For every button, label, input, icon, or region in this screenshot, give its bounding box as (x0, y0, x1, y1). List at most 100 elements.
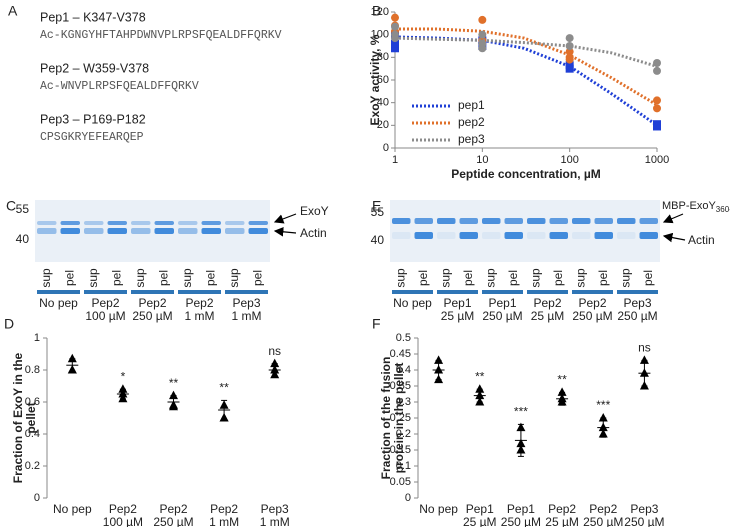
x-tick-label: 100 (560, 154, 578, 166)
gel-band (549, 232, 568, 239)
group-bar (392, 290, 433, 294)
significance-label: *** (596, 398, 610, 412)
gel-band (248, 221, 268, 225)
gel-band (392, 218, 411, 224)
gel-band (131, 221, 151, 225)
band-label: MBP-ExoY360-378 (662, 200, 730, 214)
gel-band (37, 221, 57, 225)
gel-band (549, 218, 568, 224)
peptide-name: Pep1 – K347-V378 (40, 10, 146, 24)
y-tick-label: 0.2 (25, 460, 40, 472)
group-label: 250 µM (617, 309, 657, 323)
gel-band (225, 228, 245, 234)
y-tick-label: 0.45 (390, 348, 411, 360)
gel-band (437, 232, 456, 239)
y-tick-label: 1 (34, 332, 40, 344)
lane-label: pel (461, 270, 475, 286)
y-tick-label: 80 (377, 51, 389, 63)
band-label-text: MBP-ExoY (662, 200, 716, 212)
x-tick-label: Pep3 (630, 502, 658, 516)
group-bar (617, 290, 658, 294)
x-tick-label: Pep2 (109, 502, 137, 516)
error-bar (271, 363, 278, 377)
gel-band (504, 218, 523, 224)
band-label-subscript: 360-378 (716, 205, 730, 214)
data-point (565, 47, 574, 56)
group-label: Pep2 (185, 296, 213, 310)
y-axis-label: pellet (24, 402, 38, 433)
significance-label: ** (475, 369, 485, 383)
y-tick-label: 0.3 (396, 396, 411, 408)
group-label: 100 µM (85, 309, 125, 323)
gel-band (594, 232, 613, 239)
peptide-name: Pep2 – W359-V378 (40, 61, 149, 75)
arrow (662, 232, 686, 243)
group-label: 250 µM (572, 309, 612, 323)
data-point (67, 353, 77, 363)
gel-band (248, 228, 268, 234)
gel-band (131, 228, 151, 234)
group-label: Pep3 (623, 296, 651, 310)
gel-band (482, 232, 501, 239)
band-label: Actin (688, 233, 715, 247)
gel-band (639, 232, 658, 239)
error-bar (435, 359, 442, 381)
group-label: No pep (393, 296, 432, 310)
group-label: Pep2 (533, 296, 561, 310)
data-point (639, 355, 649, 364)
x-tick-label: No pep (419, 502, 458, 516)
x-tick-label: Pep1 (466, 502, 494, 516)
lane-label: sup (180, 268, 194, 288)
y-tick-label: 120 (371, 6, 389, 18)
significance-label: ** (219, 381, 229, 395)
arrow (273, 213, 297, 224)
gel-band (504, 232, 523, 239)
peptide-sequence: Ac-KGNGYHFTAHPDWNVPLRPSFQEALDFFQRKV (40, 29, 282, 42)
x-tick-sublabel: 1 mM (209, 515, 239, 527)
data-point (391, 39, 399, 48)
y-axis-label: Fraction of the fusion (379, 357, 393, 480)
panel-letter: B (372, 3, 381, 19)
lane-label: sup (39, 268, 53, 288)
lane-label: pel (250, 270, 264, 286)
x-tick-label: Pep2 (210, 502, 238, 516)
significance-label: ** (169, 376, 179, 390)
group-bar (482, 290, 523, 294)
gel-band (107, 228, 127, 234)
group-label: No pep (39, 296, 78, 310)
group-label: Pep2 (578, 296, 606, 310)
gel-band (459, 218, 478, 224)
group-label: 250 µM (132, 309, 172, 323)
group-bar (437, 290, 478, 294)
y-tick-label: 0 (405, 492, 411, 504)
significance-label: * (121, 369, 126, 383)
y-tick-label: 0.15 (390, 444, 411, 456)
marker-label: 55 (16, 202, 30, 216)
gel-band (617, 232, 636, 239)
group-label: 250 µM (482, 309, 522, 323)
gel-band (392, 232, 411, 239)
error-bar (221, 399, 228, 421)
arrow (662, 213, 684, 224)
lane-label: pel (506, 270, 520, 286)
group-bar (225, 290, 268, 294)
gel-band (225, 221, 245, 225)
legend-label: pep3 (458, 132, 485, 146)
y-tick-label: 0.1 (396, 460, 411, 472)
lane-label: sup (133, 268, 147, 288)
data-point (434, 355, 444, 364)
group-label: Pep1 (488, 296, 516, 310)
group-bar (572, 290, 613, 294)
data-point (118, 384, 128, 393)
data-point (565, 42, 574, 50)
data-point (653, 104, 661, 113)
gel-band (572, 218, 591, 224)
gel-band (527, 232, 546, 239)
gel-band (201, 221, 221, 225)
significance-label: ns (268, 344, 281, 358)
error-bar (559, 391, 566, 406)
fit-line (394, 36, 658, 68)
data-point (653, 120, 661, 129)
legend-label: pep1 (458, 98, 485, 112)
y-tick-label: 0.8 (25, 364, 40, 376)
